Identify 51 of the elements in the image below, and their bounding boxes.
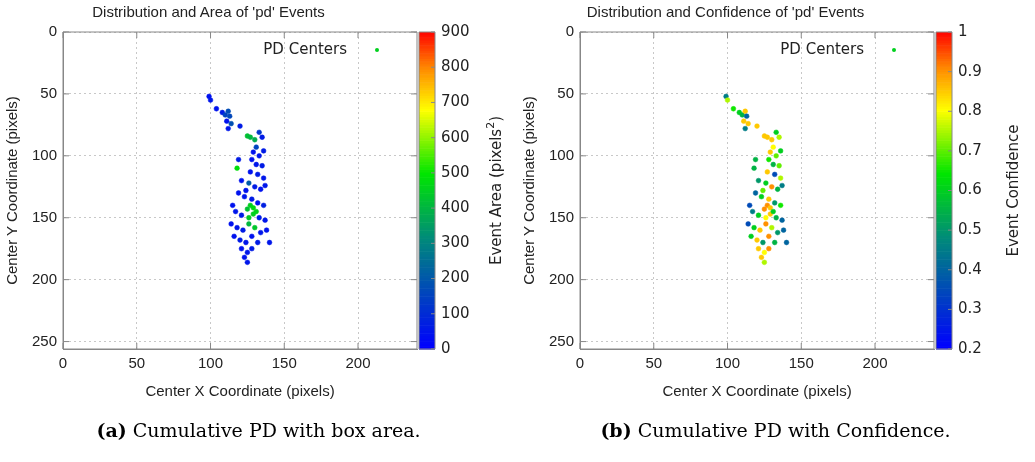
- x-tick-label: 100: [715, 354, 741, 372]
- x-tick-label: 200: [345, 354, 371, 372]
- color-bar-label: 0.8: [958, 101, 982, 120]
- y-tick-label: 50: [557, 84, 575, 102]
- color-bar-label: 0.7: [958, 140, 982, 159]
- x-tick-label: 100: [198, 354, 224, 372]
- x-tick-label: 150: [788, 354, 814, 372]
- x-tick-label: 50: [128, 354, 146, 372]
- color-bar-label: 500: [441, 162, 470, 181]
- y-tick-label: 250: [32, 331, 58, 349]
- y-tick-label: 250: [549, 331, 575, 349]
- color-bar-label: 700: [441, 92, 470, 111]
- y-tick-label: 50: [40, 84, 58, 102]
- y-axis-title: Center Y Coordinate (pixels): [3, 96, 21, 285]
- y-tick-label: 100: [32, 145, 58, 163]
- chart-title: Distribution and Area of 'pd' Events: [92, 3, 325, 21]
- text: PD Centers: [780, 39, 865, 58]
- color-bar-label: 0.6: [958, 180, 982, 199]
- color-bar-label: 200: [441, 268, 470, 287]
- y-tick-label: 150: [549, 207, 575, 225]
- text: PD Centers: [263, 39, 348, 58]
- color-bar-label: 300: [441, 233, 470, 252]
- y-tick-label: 200: [32, 269, 58, 287]
- y-axis-title: Center Y Coordinate (pixels): [520, 96, 538, 285]
- text: (b) Cumulative PD with Confidence.: [599, 419, 952, 441]
- color-bar-label: 0.5: [958, 220, 982, 239]
- color-bar-label: 800: [441, 57, 470, 76]
- x-tick-label: 50: [645, 354, 663, 372]
- y-tick-label: 150: [32, 207, 58, 225]
- color-bar-label: 1: [958, 21, 968, 40]
- x-tick-label: 200: [862, 354, 888, 372]
- y-tick-label: 0: [565, 22, 575, 40]
- x-axis-title: Center X Coordinate (pixels): [145, 382, 335, 400]
- color-bar-label: 400: [441, 198, 470, 216]
- y-tick-label: 200: [549, 269, 575, 287]
- color-bar-label: 0.3: [958, 299, 982, 318]
- color-bar-label: 0: [441, 338, 451, 357]
- color-bar-title: Event Area (pixels2): [483, 115, 505, 266]
- color-bar-label: 0.4: [958, 259, 982, 278]
- x-axis-title: Center X Coordinate (pixels): [662, 382, 852, 400]
- color-bar-label: 600: [441, 127, 470, 146]
- color-bar-title: Event Confidence: [1003, 124, 1022, 257]
- color-bar-label: 0.9: [958, 61, 982, 80]
- y-tick-label: 0: [48, 22, 58, 40]
- color-bar-label: 0.2: [958, 338, 982, 357]
- color-bar-label: 100: [441, 303, 470, 322]
- color-bar-label: 900: [441, 21, 470, 40]
- x-tick-label: 150: [271, 354, 297, 372]
- text: (a) Cumulative PD with box area.: [95, 419, 422, 441]
- y-tick-label: 100: [549, 145, 575, 163]
- chart-title: Distribution and Confidence of 'pd' Events: [586, 3, 865, 21]
